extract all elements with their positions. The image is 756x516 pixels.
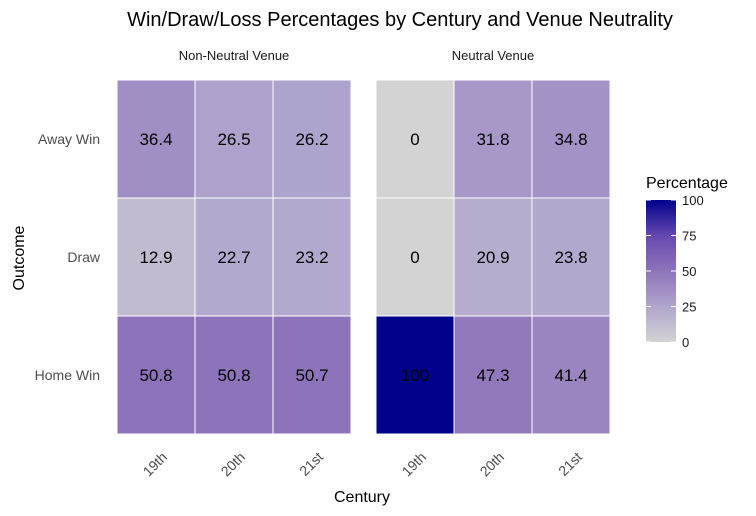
x-tick-label: 21st: [296, 449, 326, 479]
legend-tick-label: 50: [682, 264, 696, 279]
legend-tick-label: 75: [682, 229, 696, 244]
cell-value-label: 47.3: [476, 366, 509, 385]
heatmap-cell: [375, 79, 455, 199]
x-tick-label: 21st: [555, 449, 585, 479]
cell-value-label: 31.8: [476, 130, 509, 149]
cell-value-label: 34.8: [554, 130, 587, 149]
cell-value-label: 23.8: [554, 248, 587, 267]
cell-value-label: 41.4: [554, 366, 587, 385]
heatmap-cell: [194, 79, 274, 199]
facet-panels: Non-Neutral Venue 36.4 26.5 26.2 12.9 22.7 23.…: [116, 48, 611, 480]
color-legend: Percentage 0 25 50 75 100: [646, 175, 728, 350]
x-tick-label: 19th: [140, 449, 171, 480]
heatmap-cell: [272, 315, 352, 435]
cell-value-label: 23.2: [295, 248, 328, 267]
cell-value-label: 26.2: [295, 130, 328, 149]
heatmap-cell: [375, 197, 455, 317]
heatmap-cell: [531, 79, 611, 199]
cell-value-label: 12.9: [139, 248, 172, 267]
heatmap-cell: [375, 315, 455, 435]
legend-tick-label: 0: [682, 335, 689, 350]
cell-value-label: 50.7: [295, 366, 328, 385]
cell-value-label: 36.4: [139, 130, 172, 149]
heatmap-cell: [116, 79, 196, 199]
facet-panel: Neutral Venue 0 31.8 34.8 0 20.9 23.8 100 47.3 41…: [375, 48, 611, 480]
heatmap-cell: [194, 197, 274, 317]
heatmap-cell: [531, 197, 611, 317]
cell-value-label: 100: [401, 366, 429, 385]
y-tick-label: Draw: [67, 249, 101, 265]
cell-value-label: 0: [410, 130, 419, 149]
y-axis-ticks: Away Win Draw Home Win: [35, 131, 101, 383]
heatmap-cell: [116, 197, 196, 317]
heatmap-cell: [453, 315, 533, 435]
facet-panel: Non-Neutral Venue 36.4 26.5 26.2 12.9 22.7 23.…: [116, 48, 352, 480]
heatmap-cell: [272, 197, 352, 317]
x-tick-label: 19th: [399, 449, 430, 480]
cell-value-label: 50.8: [139, 366, 172, 385]
chart-title: Win/Draw/Loss Percentages by Century and…: [127, 9, 673, 31]
heatmap-cell: [272, 79, 352, 199]
facet-strip-label: Non-Neutral Venue: [179, 48, 290, 63]
legend-title: Percentage: [646, 175, 728, 192]
x-tick-label: 20th: [218, 449, 249, 480]
y-tick-label: Home Win: [35, 367, 100, 383]
cell-value-label: 26.5: [217, 130, 250, 149]
legend-ticks: 0 25 50 75 100: [646, 193, 704, 350]
facet-strip-label: Neutral Venue: [452, 48, 534, 63]
legend-tick-label: 25: [682, 300, 696, 315]
cell-value-label: 0: [410, 248, 419, 267]
y-axis-title: Outcome: [11, 225, 28, 290]
heatmap-cell: [453, 197, 533, 317]
x-tick-label: 20th: [477, 449, 508, 480]
heatmap-cell: [531, 315, 611, 435]
heatmap-cell: [116, 315, 196, 435]
x-axis-title: Century: [334, 489, 390, 506]
cell-value-label: 20.9: [476, 248, 509, 267]
y-tick-label: Away Win: [38, 131, 100, 147]
legend-tick-label: 100: [682, 193, 704, 208]
cell-value-label: 22.7: [217, 248, 250, 267]
cell-value-label: 50.8: [217, 366, 250, 385]
heatmap-cell: [194, 315, 274, 435]
